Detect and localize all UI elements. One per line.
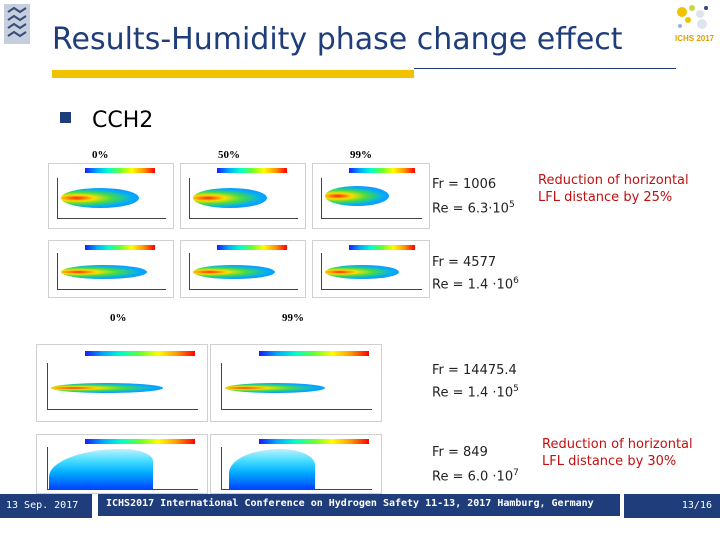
cfd-panel-r1-c2 (180, 163, 306, 229)
note-1-line2: LFL distance by 25% (538, 190, 673, 205)
bullet-text: CCH2 (92, 108, 154, 133)
col-header-0: 0% (92, 149, 109, 161)
slide-title: Results-Humidity phase change effect (52, 22, 623, 57)
note-2-line1: Reduction of horizontal (542, 437, 693, 452)
cfd-panel-r4-c1 (36, 434, 208, 494)
bullet-square-icon (60, 112, 71, 123)
note-2-line2: LFL distance by 30% (542, 454, 677, 469)
cfd-panel-r4-c2 (210, 434, 382, 494)
col-header-bottom-99: 99% (282, 312, 304, 324)
cfd-panel-r1-c3 (312, 163, 430, 229)
title-rule (414, 68, 676, 69)
cfd-panel-r3-c1 (36, 344, 208, 422)
cfd-panel-r1-c1 (48, 163, 174, 229)
col-header-99: 99% (350, 149, 372, 161)
footer-date: 13 Sep. 2017 (6, 500, 79, 511)
col-header-50: 50% (218, 149, 240, 161)
cfd-panel-r2-c3 (312, 240, 430, 298)
footer-date-bar: 13 Sep. 2017 (0, 494, 92, 518)
footer-conference: ICHS2017 International Conference on Hyd… (106, 498, 594, 509)
ichs-logo-label: ICHS 2017 (675, 34, 715, 43)
case-4-re: Re = 6.0 ·107 (432, 468, 519, 485)
col-header-bottom-0: 0% (110, 312, 127, 324)
cfd-panel-r3-c2 (210, 344, 382, 422)
case-2-re: Re = 1.4 ·106 (432, 276, 519, 293)
title-accent-bar (52, 70, 414, 78)
university-logo-icon (4, 4, 30, 44)
note-1-line1: Reduction of horizontal (538, 173, 689, 188)
case-4-fr: Fr = 849 (432, 445, 488, 460)
case-2-fr: Fr = 4577 (432, 255, 497, 270)
case-1-re: Re = 6.3·105 (432, 200, 515, 217)
case-3-re: Re = 1.4 ·105 (432, 384, 519, 401)
cfd-panel-r2-c1 (48, 240, 174, 298)
cfd-panel-r2-c2 (180, 240, 306, 298)
ichs-logo-icon (672, 2, 718, 46)
footer-conference-bar: ICHS2017 International Conference on Hyd… (98, 494, 620, 516)
case-1-fr: Fr = 1006 (432, 177, 497, 192)
footer-page-bar: 13/16 (624, 494, 720, 518)
case-3-fr: Fr = 14475.4 (432, 363, 517, 378)
page-number: 13/16 (681, 500, 712, 511)
